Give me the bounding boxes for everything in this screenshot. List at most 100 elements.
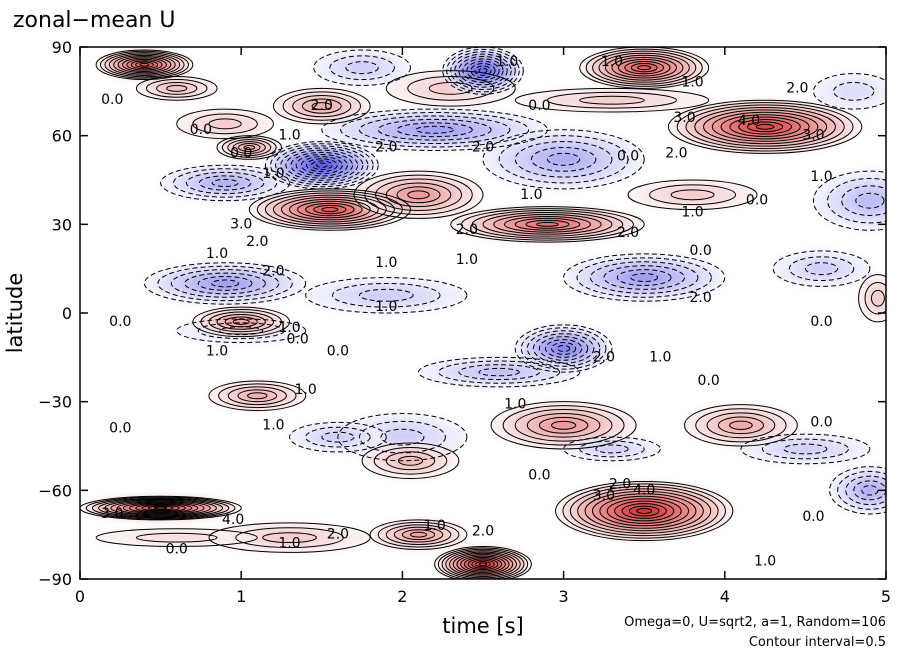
plot-area: 0.00.02.01.02.0 2.00.01.0 1.01.0 2.03.0 4.03… (80, 47, 886, 579)
contour-line-36-5 (591, 493, 697, 529)
contour-line-0-9 (135, 61, 154, 68)
contour-line-0-6 (121, 57, 167, 72)
contour-line-4-3 (301, 98, 342, 114)
contour-line-10-5 (711, 111, 819, 142)
contour-value-label: 0.0 (101, 92, 123, 108)
anomaly-fill-32-2 (380, 429, 424, 446)
contour-value-label: 0.0 (617, 148, 639, 164)
anomaly-fill-37-4 (861, 485, 878, 496)
contour-line-23-1 (576, 257, 712, 298)
x-tick-label: 4 (720, 587, 730, 606)
contour-value-label: 0.0 (802, 509, 824, 525)
contour-line-8-7 (624, 60, 665, 75)
anomaly-fill-18-5 (407, 190, 430, 199)
contour-value-label: 1.0 (262, 166, 284, 182)
contour-line-44-1 (579, 440, 645, 458)
contour-line-14-2 (358, 115, 511, 145)
contour-line-13-1 (172, 168, 278, 198)
contour-line-13-0 (160, 164, 291, 202)
anomaly-fill-21-5 (211, 279, 239, 287)
contour-line-12-7 (300, 156, 343, 175)
contour-line-33-2 (706, 412, 776, 439)
contour-line-2-0 (176, 108, 274, 140)
contour-line-27-4 (224, 316, 258, 328)
contour-line-21-0 (143, 262, 307, 305)
contour-value-label: 1.0 (456, 252, 478, 268)
anomaly-fill-23-5 (630, 273, 658, 282)
contour-line-35-2 (385, 451, 436, 471)
contour-line-41-2 (385, 524, 452, 546)
contour-line-7-0 (313, 49, 411, 86)
contour-interval-note: Contour interval=0.5 (749, 635, 886, 650)
contour-line-29-2 (227, 386, 287, 406)
contour-line-14-4 (396, 122, 473, 138)
contour-line-42-0 (95, 528, 258, 547)
contour-line-1-2 (156, 81, 198, 95)
y-axis-label: latitude (3, 273, 27, 354)
contour-line-25-6 (551, 342, 577, 355)
contour-line-22-0 (305, 277, 468, 314)
contour-line-37-0 (829, 466, 886, 515)
contour-line-1-0 (135, 76, 218, 101)
contour-line-27-0 (192, 306, 291, 338)
contour-line-10-0 (667, 99, 863, 154)
contour-line-25-5 (544, 339, 583, 358)
contour-line-6-5 (462, 58, 504, 83)
anomaly-fill-36-11 (636, 508, 652, 514)
contour-line-8-0 (579, 47, 710, 89)
contour-line-31-3 (526, 412, 601, 438)
anomaly-fill-25-7 (557, 345, 570, 352)
y-tick-label: −60 (38, 481, 72, 500)
contour-line-26-1 (197, 322, 285, 340)
contour-line-24-0 (772, 250, 871, 287)
contour-line-39-6 (456, 554, 510, 575)
contour-line-18-5 (407, 190, 430, 200)
contour-line-10-8 (738, 119, 792, 135)
contour-value-label: 2.0 (786, 80, 808, 96)
contour-line-12-2 (275, 145, 369, 186)
contour-value-label: 1.0 (375, 299, 397, 315)
contour-line-28-2 (870, 289, 885, 307)
contour-line-33-4 (729, 420, 753, 430)
contour-line-38-8 (129, 503, 193, 514)
contour-value-label: 0.0 (528, 468, 550, 484)
contour-line-38-11 (147, 505, 174, 511)
contour-line-43-0 (740, 433, 871, 465)
contour-line-7-1 (329, 55, 395, 81)
anomaly-fill-29-4 (247, 392, 267, 399)
contour-line-12-8 (305, 158, 338, 173)
contour-value-label: 2.0 (456, 222, 478, 238)
contour-line-25-4 (538, 336, 589, 361)
contour-line-17-7 (305, 202, 355, 217)
contour-line-19-6 (514, 217, 581, 231)
contour-line-43-2 (783, 443, 828, 455)
contour-value-label: 1.0 (206, 246, 228, 262)
contour-line-17-8 (313, 204, 347, 215)
contour-line-19-0 (450, 206, 645, 243)
contour-line-10-3 (694, 106, 836, 147)
contour-line-10-9 (747, 121, 784, 133)
x-tick-label: 5 (881, 587, 891, 606)
x-axis: 0 1 2 3 4 5 (75, 47, 891, 606)
contour-line-18-4 (396, 186, 441, 204)
contour-value-label: 4.0 (738, 113, 760, 129)
contour-line-22-1 (332, 282, 441, 308)
anomaly-fill-7-2 (345, 61, 379, 74)
contour-value-label: 2.0 (689, 290, 711, 306)
anomaly-fill-28-2 (871, 290, 885, 307)
anomaly-fill-8-9 (637, 65, 651, 70)
contour-line-16-2 (841, 185, 886, 216)
contour-line-21-3 (184, 272, 266, 295)
x-axis-label: time [s] (442, 614, 523, 638)
contour-value-label: 1.0 (295, 382, 317, 398)
contour-line-2-2 (208, 118, 242, 130)
contour-line-28-0 (858, 274, 886, 323)
contour-line-6-1 (446, 48, 520, 93)
contour-line-15-2 (514, 141, 613, 178)
x-tick-label: 3 (559, 587, 569, 606)
contour-line-29-3 (237, 389, 278, 403)
contour-line-8-2 (592, 50, 697, 85)
contour-line-36-7 (606, 498, 682, 524)
contour-line-30-2 (458, 364, 540, 381)
